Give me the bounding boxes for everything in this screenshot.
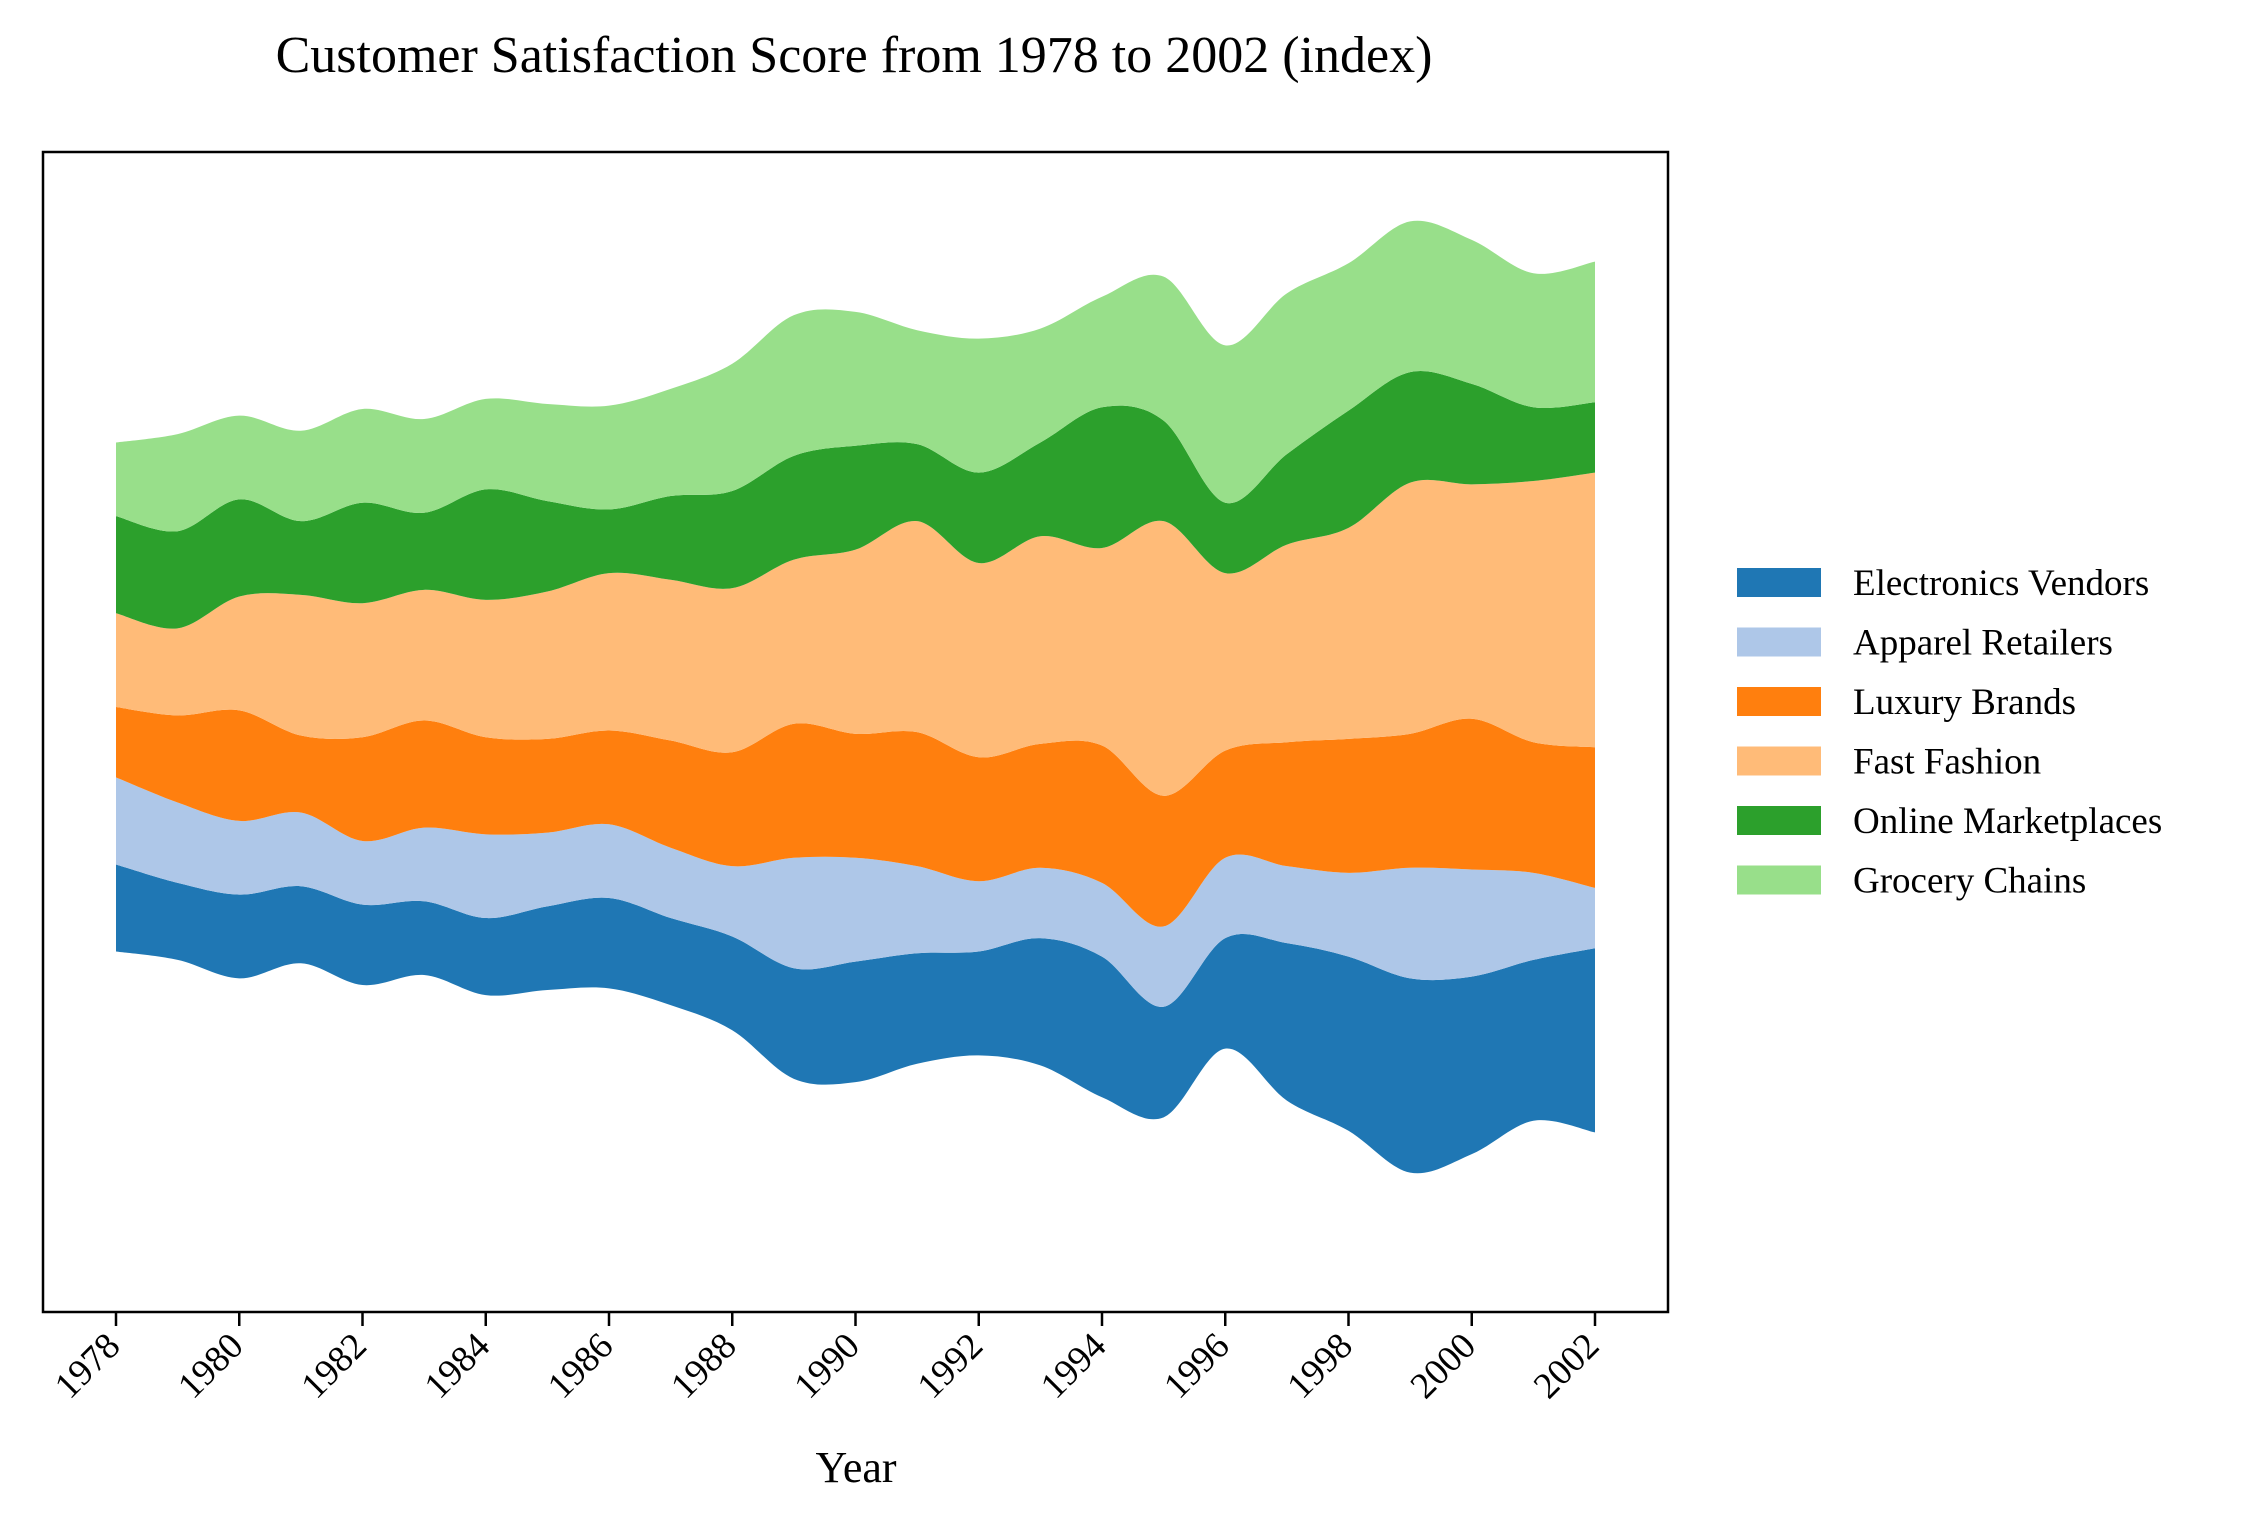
- x-tick-label: 1994: [1033, 1325, 1114, 1406]
- x-tick-label: 1982: [294, 1325, 375, 1406]
- area-luxury-brands: [116, 707, 1595, 927]
- x-tick-label: 1986: [540, 1325, 621, 1406]
- x-tick-label: 1992: [910, 1325, 991, 1406]
- x-axis-label: Year: [815, 1443, 896, 1492]
- area-electronics-vendors: [116, 864, 1595, 1174]
- x-tick-label: 1990: [787, 1325, 868, 1406]
- x-tick-label: 2002: [1526, 1325, 1607, 1406]
- area-online-marketplaces: [116, 371, 1595, 629]
- legend-label: Luxury Brands: [1853, 682, 2076, 723]
- legend-label: Grocery Chains: [1853, 861, 2086, 902]
- legend-swatch: [1737, 806, 1821, 835]
- legend-label: Apparel Retailers: [1853, 623, 2113, 664]
- legend-swatch: [1737, 865, 1821, 895]
- legend-label: Online Marketplaces: [1853, 801, 2162, 842]
- x-tick-label: 1980: [170, 1325, 251, 1406]
- legend-swatch: [1737, 746, 1821, 776]
- area-fast-fashion: [116, 472, 1595, 796]
- x-tick-label: 1984: [417, 1325, 498, 1406]
- streamgraph-areas: [116, 220, 1595, 1174]
- x-axis: 1978 1980 1982 1984 1986 1988 1990 1992 1994 1996…: [47, 1312, 1607, 1407]
- legend-swatch: [1737, 627, 1821, 657]
- x-tick-label: 1998: [1280, 1325, 1361, 1406]
- legend: Electronics Vendors Apparel Retailers Luxu…: [1737, 563, 2162, 902]
- area-apparel-retailers: [116, 777, 1595, 1007]
- x-tick-label: 1988: [663, 1325, 744, 1406]
- legend-swatch: [1737, 687, 1821, 716]
- chart-title: Customer Satisfaction Score from 1978 to…: [276, 27, 1433, 84]
- legend-label: Electronics Vendors: [1853, 563, 2149, 604]
- area-grocery-chains: [116, 220, 1595, 532]
- x-tick-label: 1996: [1156, 1325, 1237, 1406]
- x-tick-label: 1978: [47, 1325, 128, 1406]
- legend-label: Fast Fashion: [1853, 742, 2041, 783]
- legend-swatch: [1737, 568, 1821, 597]
- x-tick-label: 2000: [1403, 1325, 1484, 1406]
